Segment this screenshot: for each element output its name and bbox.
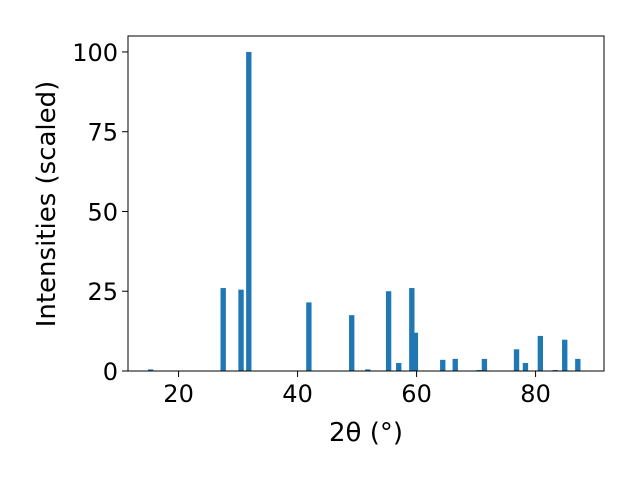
bar-3: [246, 51, 252, 371]
x-tick-label-80: 80: [520, 380, 551, 408]
bar-14: [481, 358, 488, 371]
bar-11: [440, 359, 446, 371]
bar-4: [306, 302, 312, 371]
bar-20: [575, 358, 581, 371]
bar-12: [452, 358, 458, 371]
bar-15: [513, 349, 520, 371]
x-tick-label-40: 40: [282, 380, 313, 408]
bar-2: [238, 289, 244, 371]
y-tick-label-50: 50: [87, 198, 118, 226]
x-tick-label-60: 60: [401, 380, 432, 408]
y-tick-label-25: 25: [87, 278, 118, 306]
x-axis-label: 2θ (°): [329, 418, 403, 448]
bar-7: [385, 291, 392, 371]
x-tick-label-20: 20: [163, 380, 194, 408]
x-axis-ticks: 20 40 60 80: [163, 371, 551, 408]
bar-9: [409, 288, 415, 371]
y-tick-label-100: 100: [72, 39, 118, 67]
y-tick-label-75: 75: [87, 119, 118, 147]
bars-group: [147, 51, 581, 371]
y-axis-label: Intensities (scaled): [32, 81, 62, 328]
bar-16: [522, 363, 529, 371]
bar-1: [220, 288, 226, 371]
y-tick-label-0: 0: [103, 358, 118, 386]
plot-frame: [127, 35, 605, 372]
bar-0: [147, 369, 154, 371]
bar-5: [349, 315, 355, 371]
y-axis-ticks: 0 25 50 75 100: [72, 39, 128, 386]
bar-10: [412, 332, 419, 371]
bar-19: [562, 339, 568, 371]
bar-17: [537, 335, 544, 371]
bar-6: [365, 369, 371, 371]
bar-8: [396, 363, 402, 371]
